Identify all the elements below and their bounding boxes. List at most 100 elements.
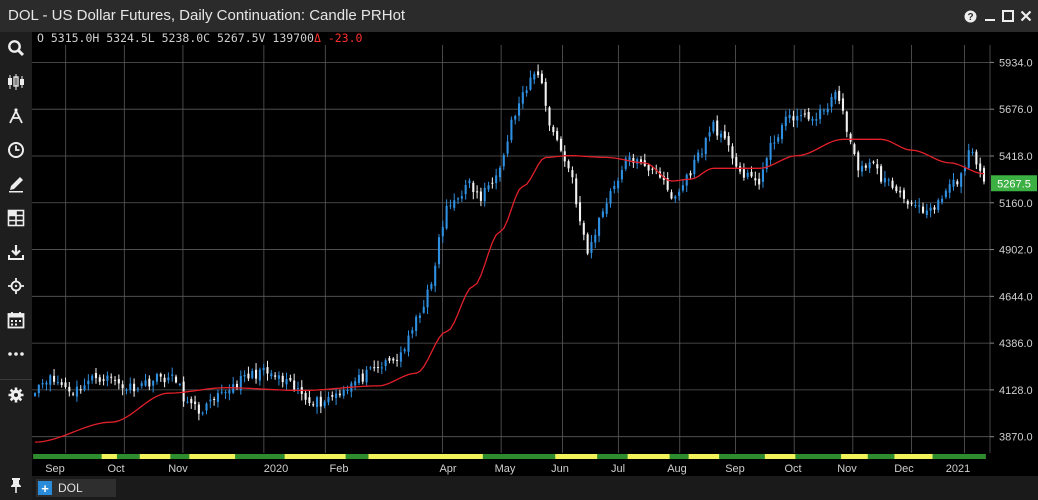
settings-icon[interactable]	[5, 384, 27, 406]
candle	[971, 148, 974, 156]
candle	[948, 179, 951, 199]
change-value: -23.0	[327, 31, 363, 45]
candle	[476, 185, 479, 199]
candle	[308, 390, 311, 407]
candle	[178, 383, 181, 387]
candle	[514, 114, 517, 125]
candle	[609, 188, 612, 208]
candle	[708, 126, 711, 142]
candle	[68, 382, 71, 397]
candle	[216, 389, 219, 408]
candle	[49, 374, 52, 392]
candle	[960, 171, 963, 194]
candle	[315, 395, 319, 414]
candle	[674, 195, 677, 203]
candle	[880, 163, 883, 184]
candle	[506, 134, 509, 157]
candles-icon[interactable]	[5, 71, 27, 93]
candle	[769, 136, 772, 165]
candle	[933, 204, 936, 214]
price-tick-label: 4644.0	[999, 291, 1033, 303]
candle	[384, 358, 387, 371]
grid-icon[interactable]	[5, 207, 27, 229]
add-symbol-icon[interactable]: +	[38, 481, 52, 495]
maximize-icon[interactable]	[1000, 8, 1016, 24]
crosshair-icon[interactable]	[5, 275, 27, 297]
candle	[624, 156, 627, 172]
candle	[457, 197, 460, 204]
candle	[712, 119, 715, 134]
candle	[979, 157, 982, 178]
candle	[72, 391, 75, 397]
candle	[796, 108, 799, 128]
date-tick-label: Sep	[45, 463, 65, 475]
change-delta-symbol: Δ	[313, 31, 321, 45]
session-segment	[688, 454, 723, 459]
candle	[460, 190, 463, 203]
candle	[510, 116, 513, 143]
candle	[277, 371, 280, 386]
candle	[605, 197, 608, 218]
last-price-marker: 5267.5	[991, 175, 1037, 192]
candle	[727, 132, 730, 152]
candle	[430, 281, 433, 291]
candle	[98, 374, 101, 386]
candle	[354, 377, 357, 391]
candle	[247, 366, 250, 382]
session-segment	[764, 454, 800, 459]
session-segment	[597, 454, 632, 459]
candle	[483, 182, 486, 207]
studies-icon[interactable]	[5, 105, 27, 127]
price-tick-label: 3870.0	[999, 432, 1033, 444]
candle	[956, 179, 959, 187]
candle	[906, 199, 909, 209]
candle	[64, 377, 67, 389]
candle	[723, 124, 726, 140]
candle	[910, 200, 913, 207]
price-tick-label: 4386.0	[999, 338, 1033, 350]
candle	[106, 371, 109, 387]
candle	[803, 109, 806, 118]
download-icon[interactable]	[5, 241, 27, 263]
candle	[464, 179, 467, 200]
candle	[445, 199, 448, 230]
candle	[800, 109, 803, 122]
pen-icon[interactable]	[5, 173, 27, 195]
candle	[87, 374, 90, 391]
candle	[689, 170, 692, 179]
candle	[502, 153, 505, 171]
price-chart[interactable]: 5934.0 5676.0 5418.0 5160.0 4902.0 4644.0 4386…	[32, 45, 1038, 476]
more-icon[interactable]	[5, 343, 27, 365]
candle	[719, 130, 723, 143]
date-tick-label: Nov	[168, 463, 188, 475]
minimize-icon[interactable]	[982, 8, 998, 24]
candle	[590, 234, 593, 259]
candle	[868, 158, 871, 173]
candle	[895, 184, 898, 194]
candle	[540, 70, 543, 85]
clock-icon[interactable]	[5, 139, 27, 161]
pin-icon[interactable]	[5, 474, 27, 496]
candle	[982, 165, 986, 185]
candle	[335, 387, 338, 405]
candle	[601, 208, 604, 219]
candle	[582, 220, 585, 241]
candle	[224, 389, 227, 399]
price-tick-label: 5418.0	[999, 151, 1033, 163]
calendar-icon[interactable]	[5, 309, 27, 331]
date-tick-label: Dec	[894, 463, 914, 475]
candle	[396, 353, 399, 367]
candle	[670, 189, 673, 200]
search-icon[interactable]	[5, 37, 27, 59]
candle	[327, 391, 330, 406]
help-icon[interactable]: ?	[962, 8, 978, 24]
candle	[262, 363, 265, 376]
candle	[921, 202, 925, 214]
tab-dol[interactable]: + DOL	[36, 479, 116, 497]
candle	[388, 355, 391, 364]
price-tick-label: 4902.0	[999, 245, 1033, 257]
candle	[975, 149, 978, 170]
close-icon[interactable]	[1018, 8, 1034, 24]
candle	[53, 369, 56, 385]
session-segment	[795, 454, 845, 459]
